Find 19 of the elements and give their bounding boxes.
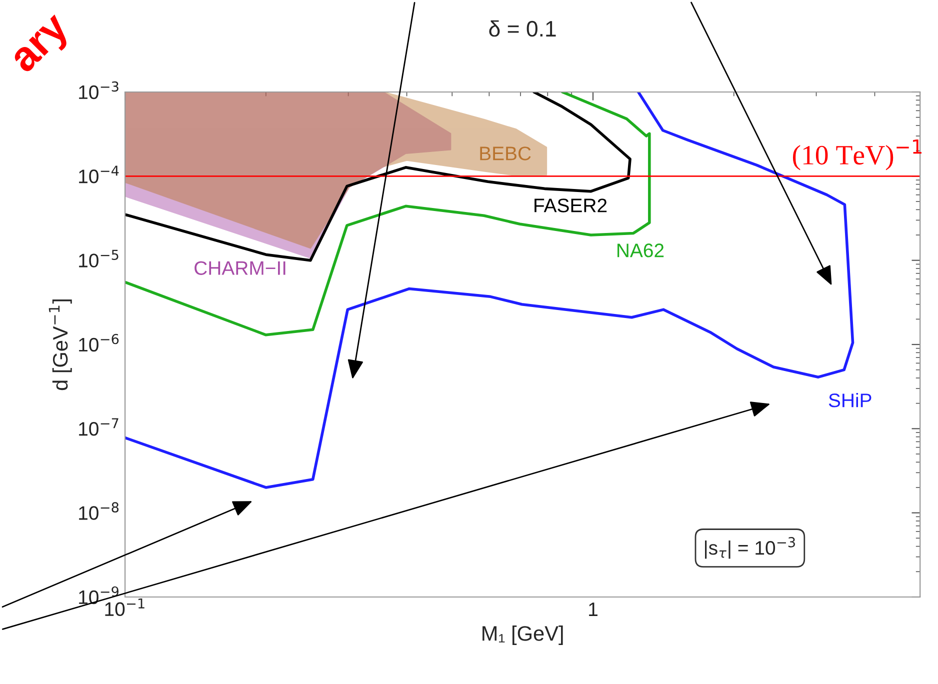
y-tick-label: 10$^{−4}$ bbox=[79, 166, 119, 184]
series-label: FASER2 bbox=[534, 198, 607, 212]
y-tick-label: 10$^{−7}$ bbox=[79, 418, 118, 436]
y-tick-label: 10$^{−3}$ bbox=[79, 81, 118, 100]
x-tick-label: 10$^{−1}$ bbox=[105, 598, 144, 616]
x-tick-label: 1 bbox=[589, 602, 598, 616]
y-tick-label: 10$^{−6}$ bbox=[79, 334, 119, 352]
series-label: NA62 bbox=[618, 244, 664, 258]
annotation: |s$_{τ}$| = 10$^{−3}$ bbox=[705, 537, 795, 559]
y-axis-title: d [GeV$^{−1}$] bbox=[48, 300, 72, 390]
y-tick-label: 10$^{−5}$ bbox=[79, 250, 118, 268]
series-label: CHARM−II bbox=[194, 261, 286, 275]
series-label: BEBC bbox=[480, 146, 531, 160]
y-tick-label: 10$^{−8}$ bbox=[79, 502, 119, 520]
x-axis-title: M₁ [GeV] bbox=[482, 626, 563, 645]
chart-title: δ = 0.1 bbox=[489, 20, 556, 37]
text: ary bbox=[11, 14, 76, 80]
series-label: SHiP bbox=[828, 393, 872, 408]
ref-line-label: (10 TeV)$^{−1}$ bbox=[792, 140, 922, 170]
